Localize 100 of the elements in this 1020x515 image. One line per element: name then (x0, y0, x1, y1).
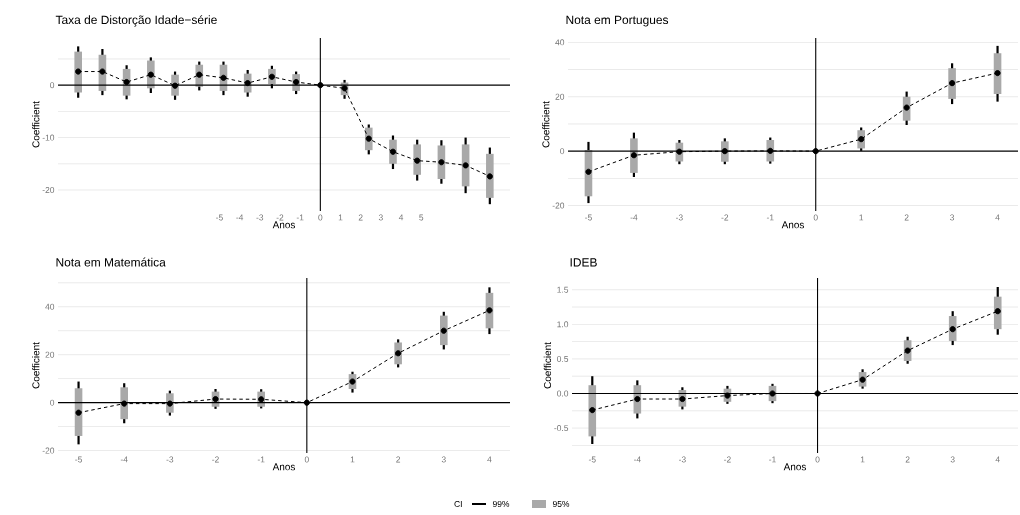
x-tick-label: 3 (441, 456, 446, 463)
point (903, 104, 910, 111)
y-axis-title: Coefficient (543, 342, 552, 389)
x-tick-label: -1 (766, 214, 774, 221)
x-tick-label: -2 (721, 214, 729, 221)
y-tick-label: -10 (42, 134, 55, 141)
x-tick-label: -1 (257, 456, 265, 463)
x-tick-label: -1 (769, 456, 776, 463)
point (721, 148, 728, 155)
y-axis-title: Coefficient (32, 101, 40, 148)
x-tick-label: -3 (679, 456, 686, 463)
x-tick-label: 2 (396, 456, 401, 463)
point (769, 390, 776, 397)
x-tick-label: 4 (995, 214, 1000, 221)
point (438, 159, 445, 166)
point (389, 148, 397, 155)
chart-title: Nota em Matemática (56, 257, 166, 267)
y-tick-label: 1.5 (557, 286, 569, 293)
x-axis-title: Anos (781, 221, 804, 229)
x-tick-label: 3 (950, 456, 955, 463)
point (679, 395, 686, 403)
y-tick-label: 0.0 (557, 390, 569, 397)
point (341, 85, 348, 92)
x-tick-label: -5 (75, 456, 82, 463)
point (462, 162, 469, 169)
chart-title: IDEB (570, 258, 597, 267)
y-tick-label: 0 (50, 399, 55, 406)
x-tick-label: 1 (859, 214, 864, 221)
point (166, 400, 173, 407)
y-tick-label: 20 (45, 351, 55, 358)
point (196, 71, 203, 78)
point (676, 148, 683, 155)
x-tick-label: -4 (633, 456, 641, 463)
x-tick-label: 0 (318, 214, 323, 221)
y-tick-label: -0.5 (554, 425, 569, 432)
x-tick-label: -4 (120, 456, 128, 463)
x-axis-title: Anos (783, 463, 807, 471)
point (147, 71, 154, 78)
point (724, 392, 731, 399)
x-tick-label: 0 (304, 456, 309, 463)
x-tick-label: 5 (419, 214, 424, 221)
x-axis-title: Anos (272, 221, 295, 229)
x-tick-label: 2 (358, 214, 363, 221)
y-tick-label: -20 (42, 447, 55, 454)
x-tick-label: 3 (378, 214, 383, 221)
x-tick-label: -3 (166, 456, 174, 463)
point (859, 376, 866, 383)
x-tick-label: 1 (338, 214, 343, 221)
point (812, 148, 819, 155)
point (634, 395, 641, 403)
point (99, 68, 106, 75)
chart-title: Taxa de Distorção Idade−série (55, 15, 217, 27)
point (75, 68, 82, 75)
point (212, 395, 219, 403)
y-tick-label: 1.0 (557, 321, 569, 328)
x-tick-label: 2 (905, 456, 910, 463)
y-tick-label: -20 (552, 202, 565, 209)
point (123, 78, 130, 86)
legend-label: 99% (492, 500, 510, 507)
point (814, 390, 821, 397)
x-tick-label: -2 (276, 214, 284, 221)
legend-title: CI (454, 500, 462, 507)
point (486, 307, 493, 314)
point (171, 82, 179, 89)
point (121, 400, 128, 407)
x-tick-label: 3 (950, 214, 955, 221)
x-tick-label: 0 (813, 214, 818, 221)
point (994, 308, 1001, 315)
x-tick-label: 1 (350, 456, 355, 463)
point (589, 407, 596, 414)
point (244, 79, 251, 87)
point (630, 152, 638, 159)
x-tick-label: -3 (256, 214, 264, 221)
y-tick-label: 0 (560, 148, 565, 155)
x-tick-label: -5 (216, 214, 223, 221)
legend-label: 95% (552, 500, 570, 507)
point (767, 147, 774, 154)
y-tick-label: 0.5 (557, 355, 569, 362)
point (258, 396, 265, 403)
x-tick-label: -5 (588, 456, 596, 463)
x-tick-label: 0 (815, 456, 820, 463)
y-tick-label: 40 (45, 303, 55, 310)
x-tick-label: 4 (995, 456, 1000, 463)
point (365, 135, 372, 142)
x-tick-label: 2 (904, 214, 909, 221)
x-tick-label: -2 (724, 456, 731, 463)
x-tick-label: -2 (212, 456, 219, 463)
point (440, 327, 447, 334)
point (349, 378, 356, 385)
point (220, 74, 227, 81)
x-tick-label: 1 (860, 456, 865, 463)
y-tick-label: 20 (555, 93, 565, 100)
y-tick-label: 0 (50, 82, 55, 89)
chart-title: Nota em Portugues (566, 15, 669, 27)
point (75, 409, 82, 416)
point (858, 136, 865, 143)
x-tick-label: -4 (630, 214, 638, 221)
y-tick-label: -20 (42, 187, 55, 194)
point (414, 157, 421, 164)
y-tick-label: 40 (555, 39, 565, 46)
